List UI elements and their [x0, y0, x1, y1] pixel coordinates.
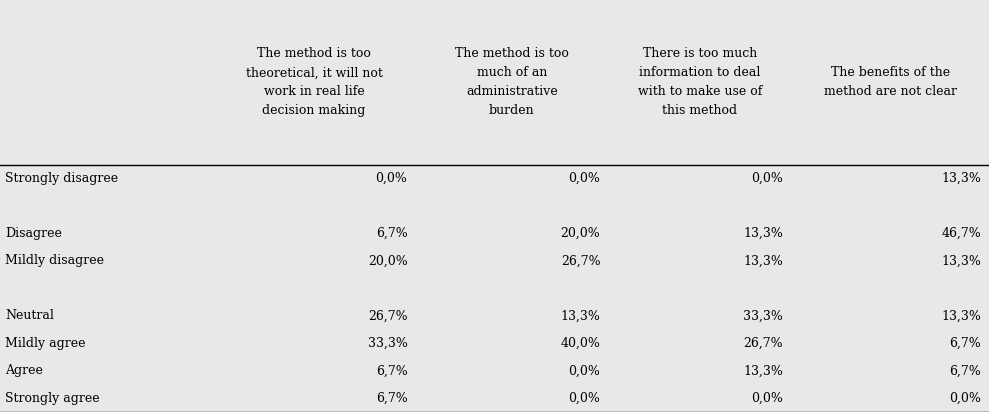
Bar: [0, 275, 989, 302]
Text: Mildly disagree: Mildly disagree: [5, 255, 104, 267]
Text: 26,7%: 26,7%: [368, 309, 407, 322]
Text: 0,0%: 0,0%: [752, 392, 783, 405]
Text: There is too much
information to deal
with to make use of
this method: There is too much information to deal wi…: [638, 47, 762, 117]
Text: 0,0%: 0,0%: [569, 392, 600, 405]
Bar: [0, 330, 989, 357]
Text: 0,0%: 0,0%: [569, 172, 600, 185]
Text: 26,7%: 26,7%: [561, 255, 600, 267]
Text: 0,0%: 0,0%: [752, 172, 783, 185]
Text: 20,0%: 20,0%: [368, 255, 407, 267]
Text: Mildly agree: Mildly agree: [5, 337, 85, 350]
Bar: [0, 220, 989, 247]
Bar: [0, 192, 989, 220]
Text: Strongly disagree: Strongly disagree: [5, 172, 118, 185]
Text: Neutral: Neutral: [5, 309, 53, 322]
Text: 0,0%: 0,0%: [569, 364, 600, 377]
Bar: [0, 357, 989, 384]
Text: 13,3%: 13,3%: [942, 309, 981, 322]
Text: The method is too
theoretical, it will not
work in real life
decision making: The method is too theoretical, it will n…: [245, 47, 383, 117]
Text: 46,7%: 46,7%: [942, 227, 981, 240]
Text: Strongly agree: Strongly agree: [5, 392, 100, 405]
Bar: [0, 165, 989, 192]
Text: 40,0%: 40,0%: [561, 337, 600, 350]
Bar: [0, 302, 989, 330]
Text: 6,7%: 6,7%: [949, 337, 981, 350]
Text: 20,0%: 20,0%: [561, 227, 600, 240]
Text: 0,0%: 0,0%: [949, 392, 981, 405]
Text: 13,3%: 13,3%: [561, 309, 600, 322]
Text: 6,7%: 6,7%: [376, 392, 407, 405]
Text: Disagree: Disagree: [5, 227, 62, 240]
Text: 6,7%: 6,7%: [949, 364, 981, 377]
Bar: [0, 384, 989, 412]
Text: 13,3%: 13,3%: [744, 364, 783, 377]
Text: 6,7%: 6,7%: [376, 227, 407, 240]
Text: 33,3%: 33,3%: [368, 337, 407, 350]
Bar: [0, 0, 989, 165]
Text: 6,7%: 6,7%: [376, 364, 407, 377]
Text: 26,7%: 26,7%: [744, 337, 783, 350]
Text: 0,0%: 0,0%: [376, 172, 407, 185]
Text: 13,3%: 13,3%: [744, 227, 783, 240]
Text: 13,3%: 13,3%: [942, 172, 981, 185]
Text: The method is too
much of an
administrative
burden: The method is too much of an administrat…: [455, 47, 569, 117]
Text: Agree: Agree: [5, 364, 43, 377]
Bar: [0, 247, 989, 275]
Text: The benefits of the
method are not clear: The benefits of the method are not clear: [824, 66, 956, 98]
Text: 33,3%: 33,3%: [744, 309, 783, 322]
Text: 13,3%: 13,3%: [744, 255, 783, 267]
Text: 13,3%: 13,3%: [942, 255, 981, 267]
